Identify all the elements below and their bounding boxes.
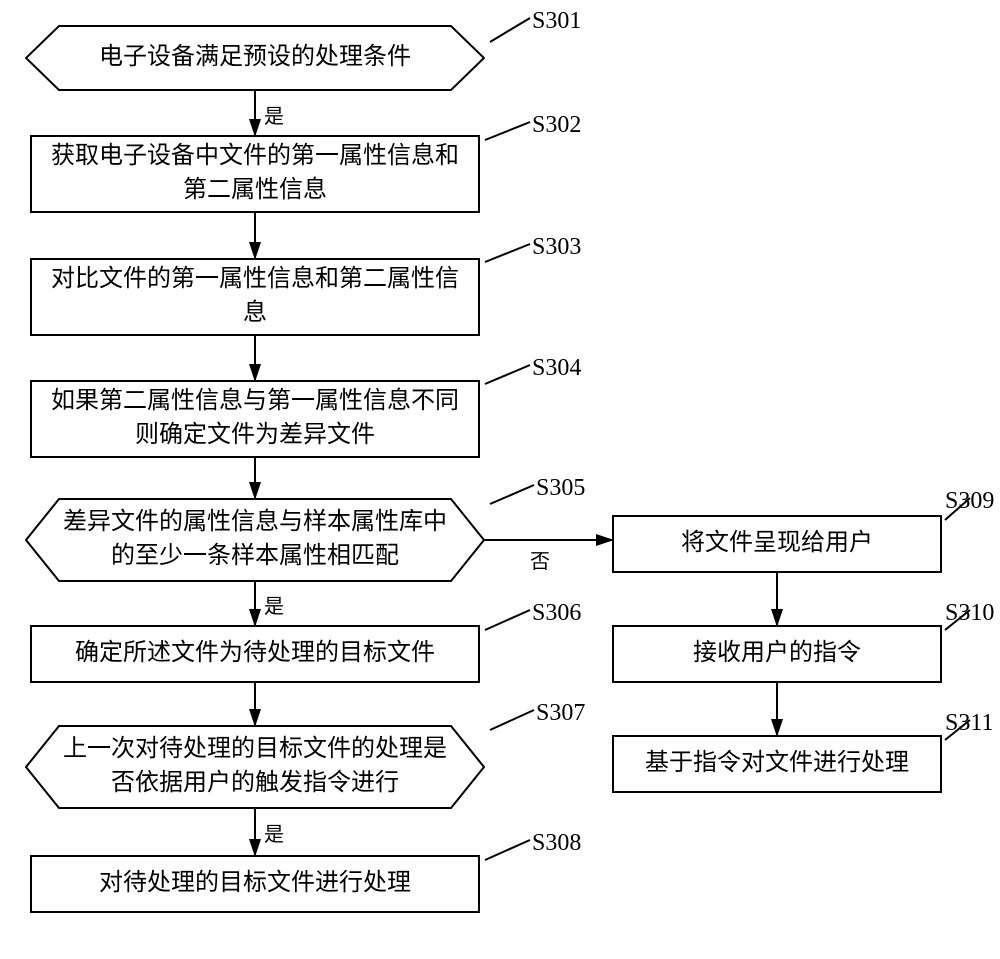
node-text: 电子设备满足预设的处理条件 bbox=[99, 44, 411, 70]
node-s303: 对比文件的第一属性信息和第二属性信息 bbox=[30, 258, 480, 336]
step-label-s309: S309 bbox=[945, 488, 994, 515]
step-label-s305: S305 bbox=[536, 475, 585, 502]
node-s302: 获取电子设备中文件的第一属性信息和第二属性信息 bbox=[30, 135, 480, 213]
step-label-s311: S311 bbox=[945, 710, 993, 737]
node-s310: 接收用户的指令 bbox=[612, 625, 942, 683]
node-s309: 将文件呈现给用户 bbox=[612, 515, 942, 573]
node-text: 上一次对待处理的目标文件的处理是否依据用户的触发指令进行 bbox=[63, 736, 447, 796]
edge-label: 否 bbox=[530, 545, 550, 574]
node-text: 如果第二属性信息与第一属性信息不同则确定文件为差异文件 bbox=[42, 385, 468, 452]
node-text: 确定所述文件为待处理的目标文件 bbox=[75, 637, 435, 671]
step-label-s310: S310 bbox=[945, 600, 994, 627]
node-s304: 如果第二属性信息与第一属性信息不同则确定文件为差异文件 bbox=[30, 380, 480, 458]
step-label-s306: S306 bbox=[532, 600, 581, 627]
node-s306: 确定所述文件为待处理的目标文件 bbox=[30, 625, 480, 683]
node-s311: 基于指令对文件进行处理 bbox=[612, 735, 942, 793]
node-s308: 对待处理的目标文件进行处理 bbox=[30, 855, 480, 913]
step-label-s308: S308 bbox=[532, 830, 581, 857]
flowchart-canvas: 电子设备满足预设的处理条件 S301 获取电子设备中文件的第一属性信息和第二属性信息… bbox=[0, 0, 1000, 959]
node-s301: 电子设备满足预设的处理条件 bbox=[25, 25, 485, 91]
node-text: 获取电子设备中文件的第一属性信息和第二属性信息 bbox=[42, 140, 468, 207]
node-s307: 上一次对待处理的目标文件的处理是否依据用户的触发指令进行 bbox=[25, 725, 485, 809]
node-text: 对待处理的目标文件进行处理 bbox=[99, 867, 411, 901]
step-label-s307: S307 bbox=[536, 700, 585, 727]
edge-label: 是 bbox=[264, 590, 284, 619]
step-label-s304: S304 bbox=[532, 355, 581, 382]
node-text: 对比文件的第一属性信息和第二属性信息 bbox=[42, 263, 468, 330]
node-text: 将文件呈现给用户 bbox=[681, 527, 873, 561]
step-label-s303: S303 bbox=[532, 234, 581, 261]
node-text: 基于指令对文件进行处理 bbox=[645, 747, 909, 781]
edge-label: 是 bbox=[264, 818, 284, 847]
node-text: 接收用户的指令 bbox=[693, 637, 861, 671]
edge-label: 是 bbox=[264, 100, 284, 129]
step-label-s301: S301 bbox=[532, 8, 581, 35]
node-s305: 差异文件的属性信息与样本属性库中的至少一条样本属性相匹配 bbox=[25, 498, 485, 582]
step-label-s302: S302 bbox=[532, 112, 581, 139]
node-text: 差异文件的属性信息与样本属性库中的至少一条样本属性相匹配 bbox=[63, 509, 447, 569]
